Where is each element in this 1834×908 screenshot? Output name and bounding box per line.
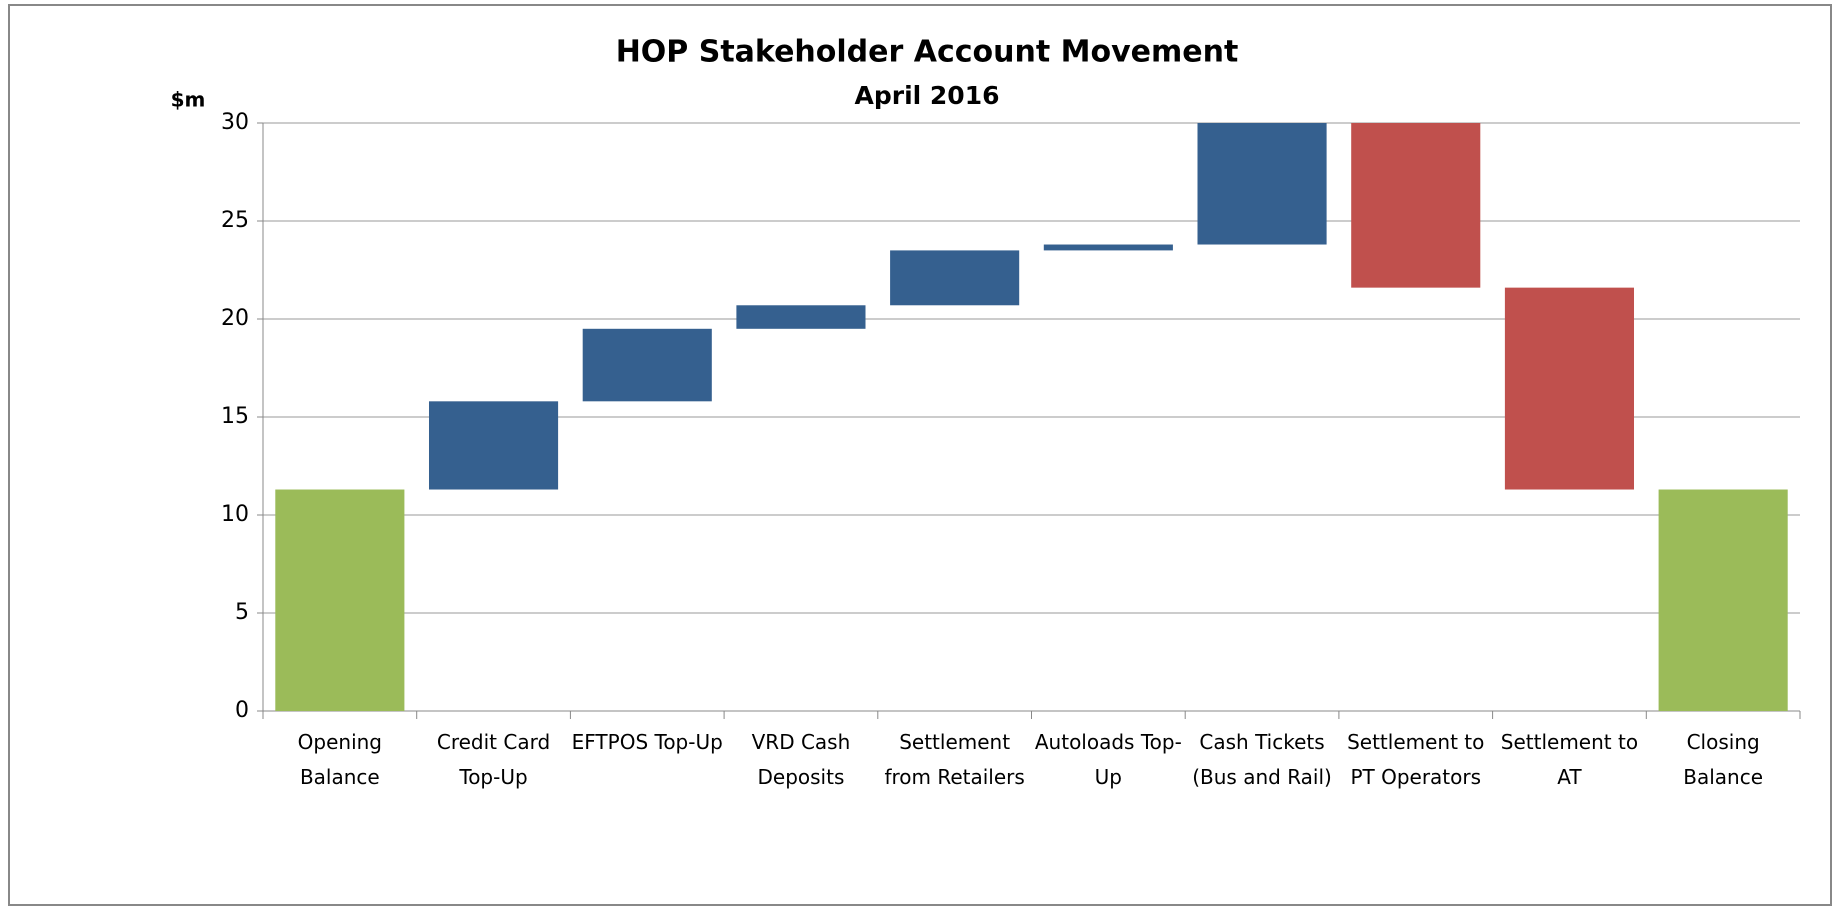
y-axis-label: $m [171,88,206,112]
x-tick-label-box: Closing Balance [1683,730,1764,789]
bar [582,328,712,402]
chart-subtitle: April 2016 [855,81,1000,110]
x-tick-label-box: Settlement from Retailers [884,730,1025,789]
x-tick-label: Settlement to AT [1500,730,1639,789]
x-tick-label-box: VRD Cash Deposits [751,730,851,789]
chart-title: HOP Stakeholder Account Movement [616,35,1239,70]
x-tick-label: Credit Card Top-Up [436,730,551,789]
x-tick-label-box: Opening Balance [297,730,383,789]
x-tick-label: Settlement to PT Operators [1347,730,1485,789]
x-tick-label: VRD Cash Deposits [751,730,851,789]
x-tick-label: Autoloads Top-Up [1034,730,1182,789]
x-tick-label: Cash Tickets (Bus and Rail) [1192,730,1332,789]
y-tick-label: 20 [221,306,249,331]
bar [428,401,559,490]
y-tick-label: 25 [221,208,249,233]
x-tick-label: Closing Balance [1683,730,1764,789]
bar [1351,123,1481,288]
bar [1043,244,1173,251]
y-tick-label: 5 [235,600,249,625]
bar [890,250,1020,306]
bar [275,489,405,711]
y-tick-label: 0 [235,698,249,723]
y-tick-label: 10 [221,502,249,527]
x-tick-label: Opening Balance [297,730,383,789]
x-tick-label-box: Settlement to PT Operators [1347,730,1485,789]
bar [1504,287,1635,490]
x-tick-label: EFTPOS Top-Up [571,730,723,754]
x-tick-label-box: Cash Tickets (Bus and Rail) [1192,730,1332,789]
x-tick-label-box: EFTPOS Top-Up [571,730,723,754]
bar [1658,489,1788,711]
y-tick-label: 15 [221,404,249,429]
plot-area [275,123,1788,711]
bar [1197,123,1327,245]
x-tick-label-box: Credit Card Top-Up [436,730,551,789]
y-tick-label: 30 [221,110,249,135]
x-tick-label-box: Autoloads Top-Up [1034,730,1182,789]
bar [736,305,866,329]
x-tick-label: Settlement from Retailers [884,730,1025,789]
x-tick-label-box: Settlement to AT [1500,730,1639,789]
